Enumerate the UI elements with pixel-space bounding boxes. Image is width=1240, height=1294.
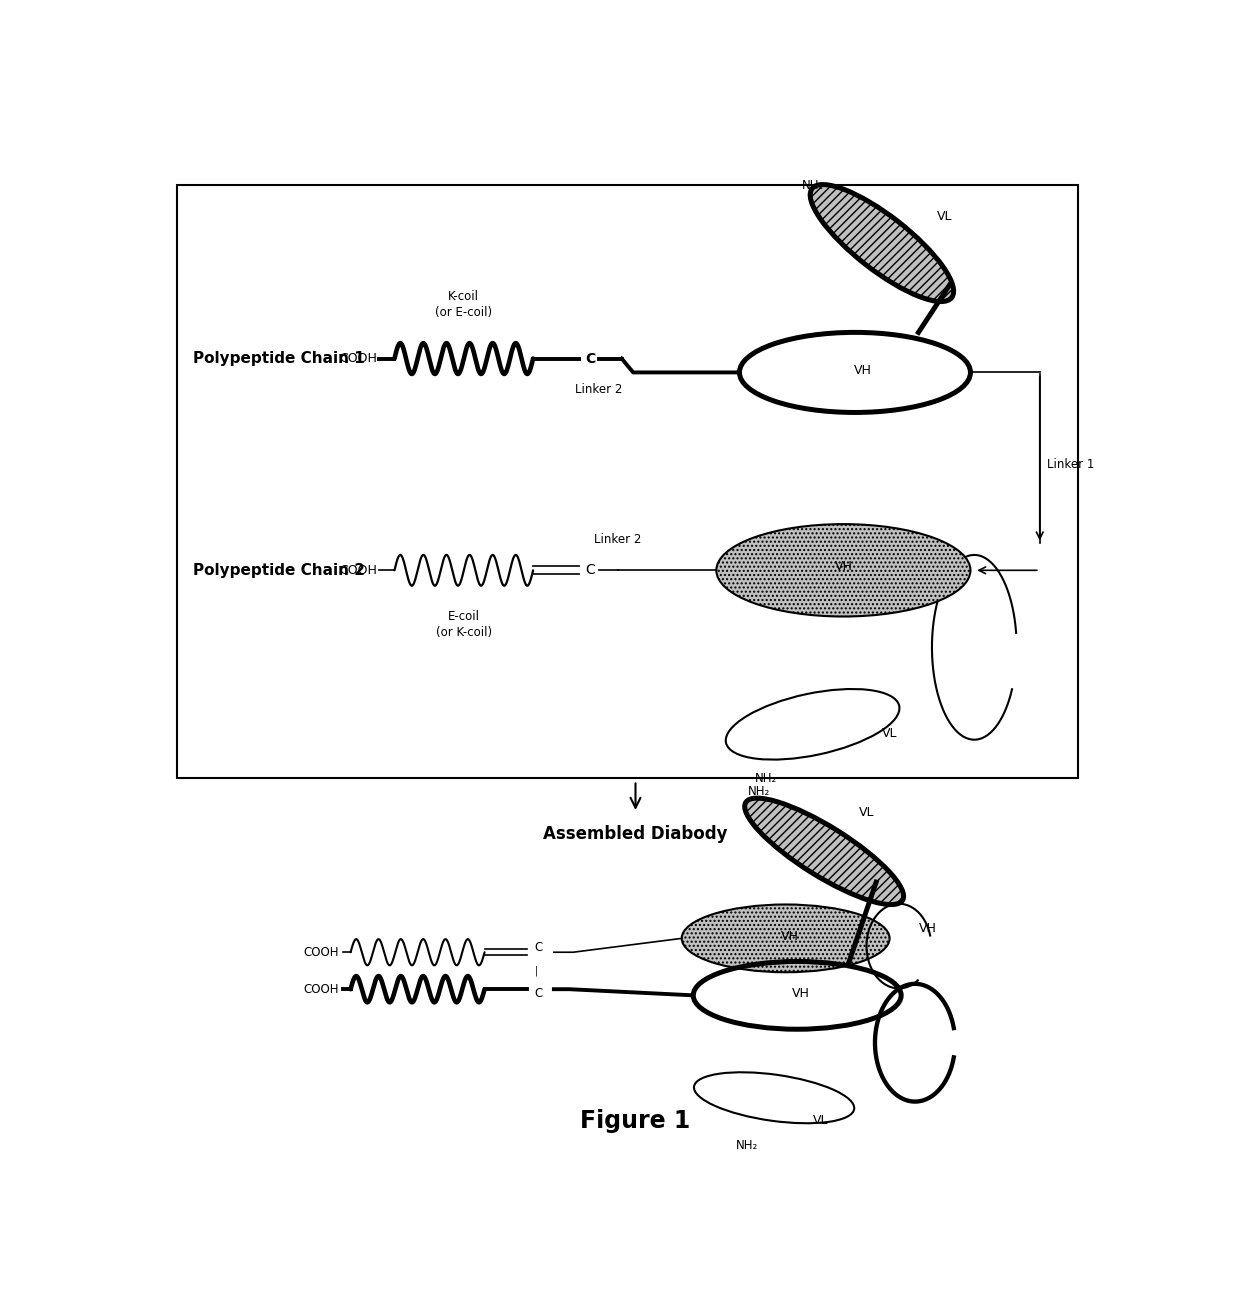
Text: VL: VL bbox=[937, 210, 952, 223]
Text: Polypeptide Chain 2: Polypeptide Chain 2 bbox=[192, 563, 365, 578]
Text: Linker 2: Linker 2 bbox=[594, 533, 641, 546]
Text: C: C bbox=[585, 563, 595, 577]
Text: C: C bbox=[585, 352, 595, 366]
Text: VL: VL bbox=[859, 806, 874, 819]
Text: C: C bbox=[534, 941, 543, 954]
Text: K-coil
(or E-coil): K-coil (or E-coil) bbox=[435, 290, 492, 318]
Text: NH₂: NH₂ bbox=[737, 1139, 759, 1152]
Text: E-coil
(or K-coil): E-coil (or K-coil) bbox=[435, 611, 492, 639]
Text: VH: VH bbox=[835, 560, 852, 573]
Text: |: | bbox=[534, 965, 538, 976]
Text: NH₂: NH₂ bbox=[801, 179, 823, 192]
Text: Linker 1: Linker 1 bbox=[1048, 458, 1095, 471]
Text: Linker 2: Linker 2 bbox=[575, 383, 622, 396]
Text: VH: VH bbox=[919, 921, 936, 934]
Text: NH₂: NH₂ bbox=[755, 771, 777, 784]
Text: COOH: COOH bbox=[340, 352, 377, 365]
Text: COOH: COOH bbox=[304, 982, 339, 995]
Text: Polypeptide Chain 1: Polypeptide Chain 1 bbox=[192, 351, 365, 366]
Ellipse shape bbox=[745, 798, 904, 905]
Text: Assembled Diabody: Assembled Diabody bbox=[543, 826, 728, 844]
Text: C: C bbox=[534, 987, 543, 1000]
Text: NH₂: NH₂ bbox=[748, 784, 770, 798]
Text: VH: VH bbox=[853, 365, 872, 378]
Text: Figure 1: Figure 1 bbox=[580, 1109, 691, 1132]
Ellipse shape bbox=[810, 185, 954, 302]
Text: COOH: COOH bbox=[340, 564, 377, 577]
Text: VL: VL bbox=[812, 1114, 828, 1127]
Text: VH: VH bbox=[780, 929, 799, 942]
Ellipse shape bbox=[717, 524, 971, 616]
Text: COOH: COOH bbox=[304, 946, 339, 959]
Ellipse shape bbox=[682, 905, 889, 972]
Text: VL: VL bbox=[882, 727, 898, 740]
Bar bbox=[177, 185, 1079, 778]
Text: VH: VH bbox=[792, 986, 810, 999]
